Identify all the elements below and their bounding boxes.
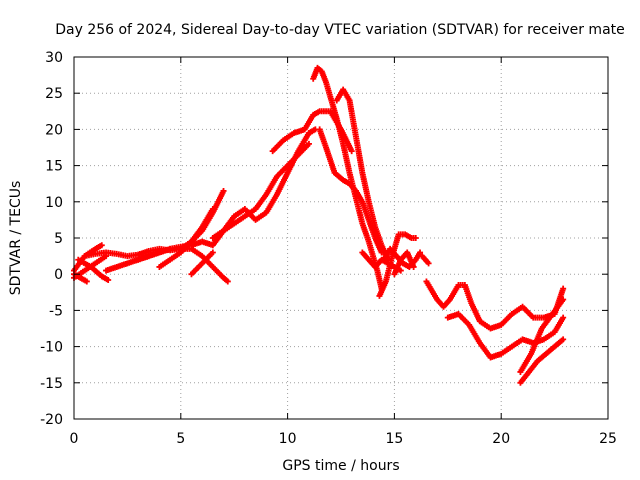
x-tick-label: 0 [70,431,79,447]
y-tick-label: 25 [45,86,63,102]
y-tick-label: 0 [54,267,63,283]
x-tick-label: 20 [492,431,510,447]
x-tick-label: 15 [385,431,403,447]
x-axis-label: GPS time / hours [282,458,399,474]
y-tick-label: -15 [40,376,63,392]
y-tick-label: 10 [45,195,63,211]
data-point [305,140,312,147]
grid [74,57,608,419]
data-point [209,206,216,213]
x-tick-label: 10 [279,431,297,447]
data-point [560,314,567,321]
y-tick-label: -10 [40,340,63,356]
data-point [412,235,419,241]
data-point [560,296,567,303]
data-point [83,278,90,285]
data-point [105,276,112,283]
y-tick-label: 15 [45,159,63,175]
data-point [560,336,567,343]
axis-ticks: 0 5 10 15 20 25 -20 -15 -10 -5 0 5 10 15 20 25 30 [40,50,617,447]
data-point [98,242,105,249]
y-tick-label: 30 [45,50,63,66]
chart-title: Day 256 of 2024, Sidereal Day-to-day VTE… [55,22,625,38]
x-tick-label: 5 [176,431,185,447]
y-tick-label: 20 [45,122,63,138]
data-point [417,249,424,256]
data-point [425,260,432,267]
data-point [348,148,355,155]
data-point [410,263,417,270]
data-point [560,285,567,292]
y-tick-label: 5 [54,231,63,247]
data-point [209,249,216,256]
y-tick-label: -5 [49,303,63,319]
y-axis-label: SDTVAR / TECUs [8,181,24,296]
data-point [224,278,231,285]
y-tick-label: -20 [40,412,63,428]
data-points [71,64,567,386]
data-point [220,187,227,194]
x-tick-label: 25 [599,431,617,447]
